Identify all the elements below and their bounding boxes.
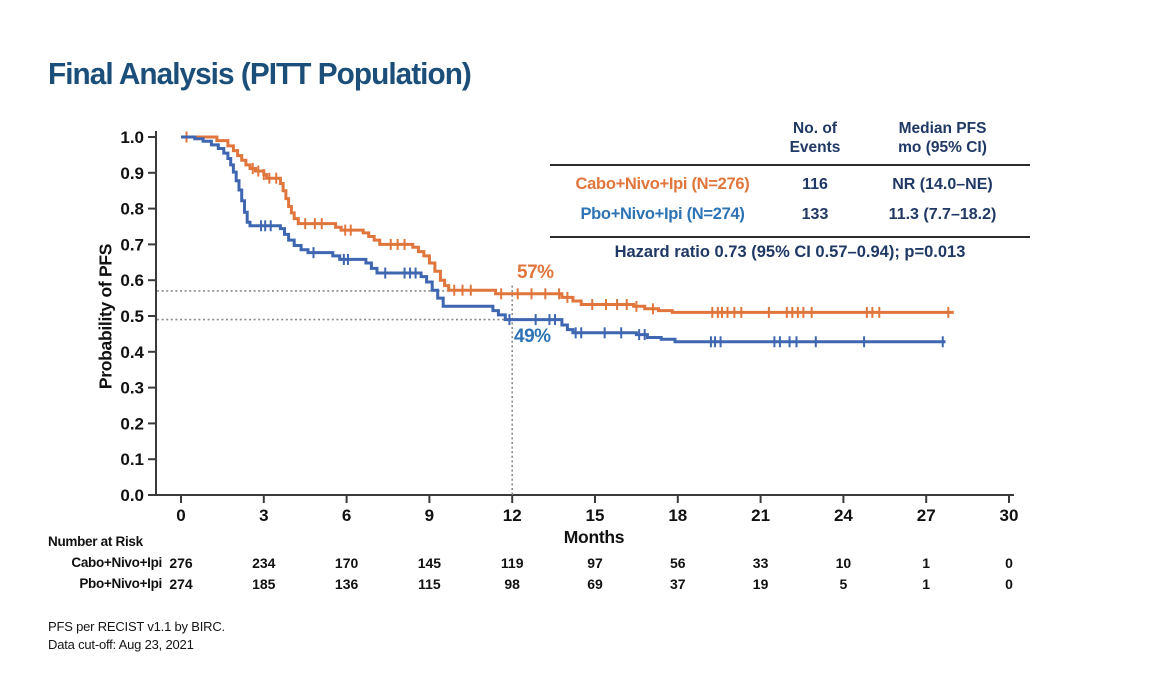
risk-row-label-pbo: Pbo+Nivo+Ipi: [79, 576, 162, 591]
risk-value: 37: [670, 576, 686, 592]
x-axis-label: Months: [563, 527, 625, 547]
arm-label-pbo: Pbo+Nivo+Ipi (N=274): [580, 205, 745, 224]
x-tick-label: 12: [503, 506, 522, 525]
footnote-cutoff: Data cut-off: Aug 23, 2021: [48, 637, 194, 652]
summary-row-cabo: Cabo+Nivo+Ipi (N=276) 116 NR (14.0–NE): [550, 170, 1030, 200]
y-tick-label: 0.6: [120, 271, 144, 290]
summary-table-header: No. of Events Median PFS mo (95% CI): [550, 120, 1030, 164]
footnote-recist: PFS per RECIST v1.1 by BIRC.: [48, 619, 225, 634]
x-tick-label: 30: [1000, 506, 1019, 525]
risk-value: 136: [334, 576, 359, 592]
y-tick-label: 0.2: [120, 414, 144, 433]
summary-table-body: Cabo+Nivo+Ipi (N=276) 116 NR (14.0–NE) P…: [550, 163, 1030, 238]
x-tick-label: 24: [834, 506, 853, 525]
x-tick-label: 21: [751, 506, 770, 525]
risk-value: 234: [252, 555, 276, 571]
risk-value: 10: [835, 555, 852, 571]
risk-value: 5: [839, 576, 848, 592]
risk-table-title: Number at Risk: [48, 534, 143, 549]
risk-value: 1: [922, 555, 931, 571]
slide-title: Final Analysis (PITT Population): [48, 56, 472, 91]
events-cabo: 116: [802, 175, 828, 193]
risk-value: 185: [252, 576, 276, 592]
y-tick-label: 0.1: [120, 450, 144, 469]
risk-value: 145: [417, 555, 442, 571]
series-cabo-nivo-ipi: [181, 131, 954, 318]
risk-value: 33: [752, 555, 769, 571]
km-curve: [181, 135, 954, 314]
y-tick-label: 0.9: [120, 164, 144, 183]
reference-lines: [157, 285, 514, 495]
x-tick-label: 9: [425, 506, 434, 525]
risk-value: 69: [587, 576, 603, 592]
arm-label-cabo: Cabo+Nivo+Ipi (N=276): [575, 175, 750, 194]
risk-value: 115: [418, 576, 441, 592]
y-tick-label: 0.5: [120, 307, 144, 326]
y-axis-label: Probability of PFS: [95, 243, 116, 390]
y-tick-label: 0.0: [120, 486, 144, 505]
y-tick-label: 0.4: [120, 343, 144, 362]
axes: 1.0 0.9 0.8 0.7 0.6 0.5 0.4 0.3 0.2 0.1 0.0 0 3 6 9 12 1…: [120, 128, 1018, 525]
risk-value: 119: [500, 555, 524, 571]
x-tick-label: 27: [917, 506, 936, 525]
x-tick-label: 15: [586, 506, 605, 525]
risk-value: 170: [334, 555, 359, 571]
risk-value: 1: [922, 576, 931, 592]
median-pbo: 11.3 (7.7–18.2): [888, 205, 997, 223]
x-tick-label: 18: [668, 506, 687, 525]
risk-value: 274: [169, 576, 193, 592]
y-tick-label: 0.7: [120, 235, 144, 254]
risk-value: 98: [504, 576, 520, 592]
risk-value: 0: [1005, 555, 1013, 571]
series-pbo-nivo-ipi: [181, 135, 946, 348]
header-no-of-events: No. of Events: [789, 120, 841, 156]
median-cabo: NR (14.0–NE): [892, 175, 993, 193]
risk-value: 97: [587, 555, 603, 571]
km-curve: [181, 135, 946, 344]
y-tick-label: 0.8: [120, 200, 144, 219]
risk-value: 0: [1005, 576, 1013, 592]
summary-row-pbo: Pbo+Nivo+Ipi (N=274) 133 11.3 (7.7–18.2): [550, 200, 1030, 230]
hazard-ratio-note: Hazard ratio 0.73 (95% CI 0.57–0.94); p=…: [614, 242, 966, 261]
risk-row-label-cabo: Cabo+Nivo+Ipi: [71, 555, 162, 570]
x-tick-label: 0: [176, 506, 185, 525]
events-pbo: 133: [801, 205, 829, 223]
landmark-49pct: 49%: [514, 326, 551, 347]
landmark-57pct: 57%: [517, 262, 554, 283]
y-tick-label: 0.3: [120, 379, 144, 398]
risk-value: 19: [752, 576, 769, 592]
risk-value: 56: [670, 555, 686, 571]
summary-table: No. of Events Median PFS mo (95% CI) Cab…: [550, 120, 1030, 262]
x-tick-label: 6: [342, 506, 351, 525]
y-tick-label: 1.0: [120, 128, 144, 147]
header-median-pfs: Median PFS mo (95% CI): [898, 120, 987, 156]
x-tick-label: 3: [259, 506, 268, 525]
risk-value: 276: [169, 555, 193, 571]
